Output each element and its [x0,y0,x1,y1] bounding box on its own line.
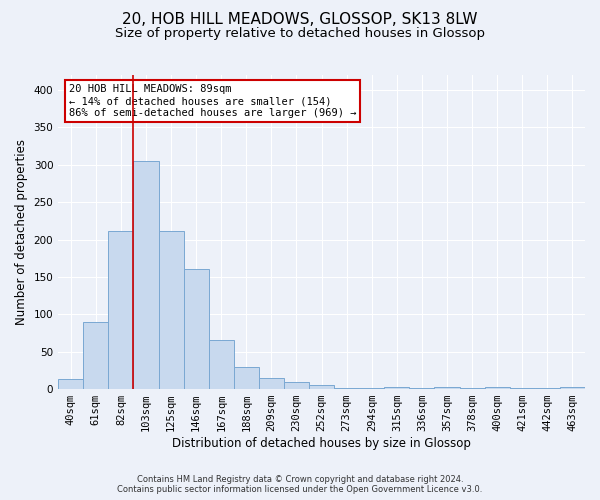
Bar [460,388,485,389]
Bar [409,388,434,389]
Bar [58,378,83,389]
Bar [510,388,535,389]
Bar [385,387,409,389]
Bar [309,386,334,389]
Bar [485,387,510,389]
Bar [434,387,460,389]
Bar [209,340,234,389]
Text: 20, HOB HILL MEADOWS, GLOSSOP, SK13 8LW: 20, HOB HILL MEADOWS, GLOSSOP, SK13 8LW [122,12,478,28]
Bar [560,387,585,389]
Bar [83,322,109,389]
Bar [234,366,259,389]
Bar [334,388,359,389]
Bar [359,388,385,389]
Bar [259,378,284,389]
Bar [133,161,158,389]
Bar [284,382,309,389]
Bar [184,270,209,389]
Bar [158,230,184,389]
Text: Size of property relative to detached houses in Glossop: Size of property relative to detached ho… [115,28,485,40]
Text: 20 HOB HILL MEADOWS: 89sqm
← 14% of detached houses are smaller (154)
86% of sem: 20 HOB HILL MEADOWS: 89sqm ← 14% of deta… [69,84,356,117]
Bar [109,232,133,389]
Y-axis label: Number of detached properties: Number of detached properties [15,139,28,325]
Bar [535,388,560,389]
Text: Contains HM Land Registry data © Crown copyright and database right 2024.
Contai: Contains HM Land Registry data © Crown c… [118,474,482,494]
X-axis label: Distribution of detached houses by size in Glossop: Distribution of detached houses by size … [172,437,471,450]
